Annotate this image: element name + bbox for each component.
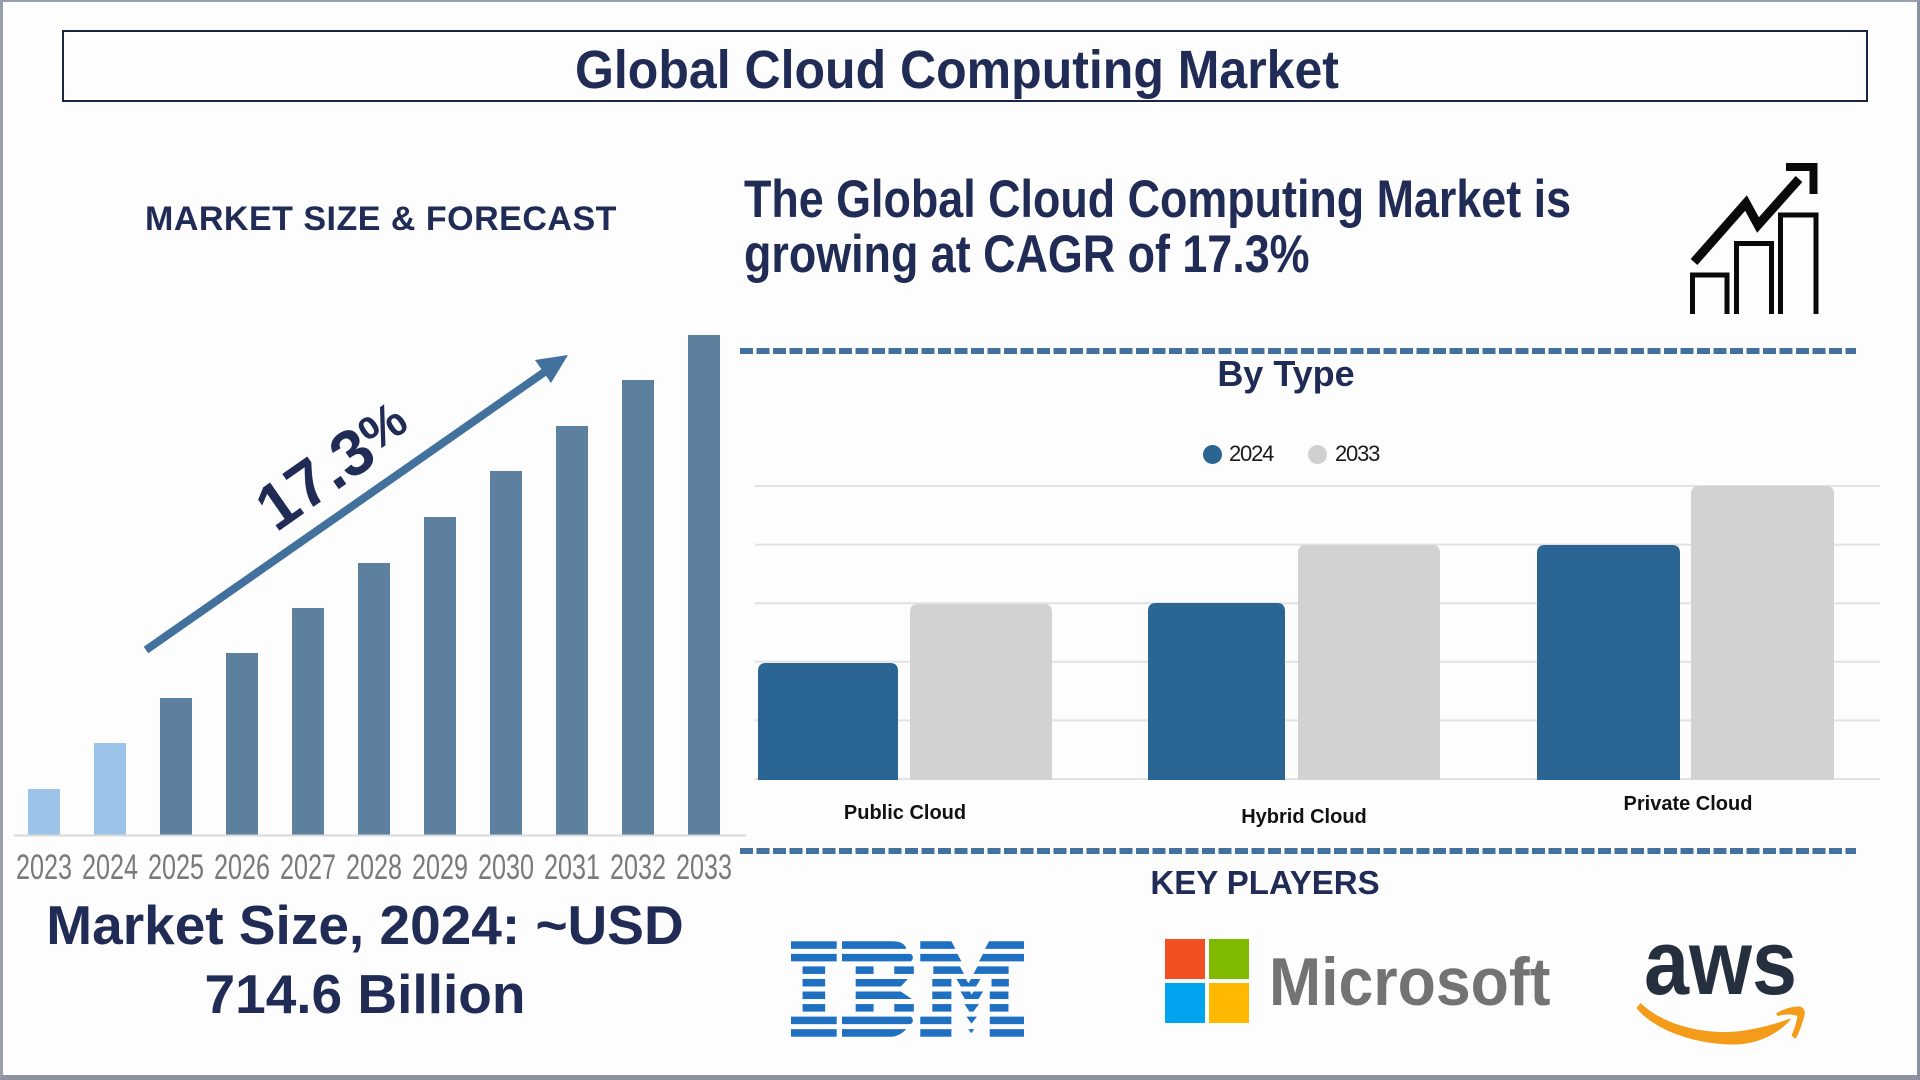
svg-text:2026: 2026	[214, 848, 270, 887]
svg-text:2032: 2032	[610, 848, 666, 887]
svg-text:Private Cloud: Private Cloud	[1624, 793, 1753, 815]
svg-text:Public Cloud: Public Cloud	[844, 802, 966, 824]
svg-text:2030: 2030	[478, 848, 534, 887]
svg-text:2031: 2031	[544, 848, 600, 887]
svg-text:2028: 2028	[346, 848, 402, 887]
svg-text:2025: 2025	[148, 848, 204, 887]
svg-text:2024: 2024	[82, 848, 138, 887]
svg-text:2033: 2033	[676, 848, 732, 887]
svg-text:2029: 2029	[412, 848, 468, 887]
svg-text:2023: 2023	[16, 848, 72, 887]
svg-text:2027: 2027	[280, 848, 336, 887]
svg-text:Hybrid Cloud: Hybrid Cloud	[1241, 806, 1367, 828]
